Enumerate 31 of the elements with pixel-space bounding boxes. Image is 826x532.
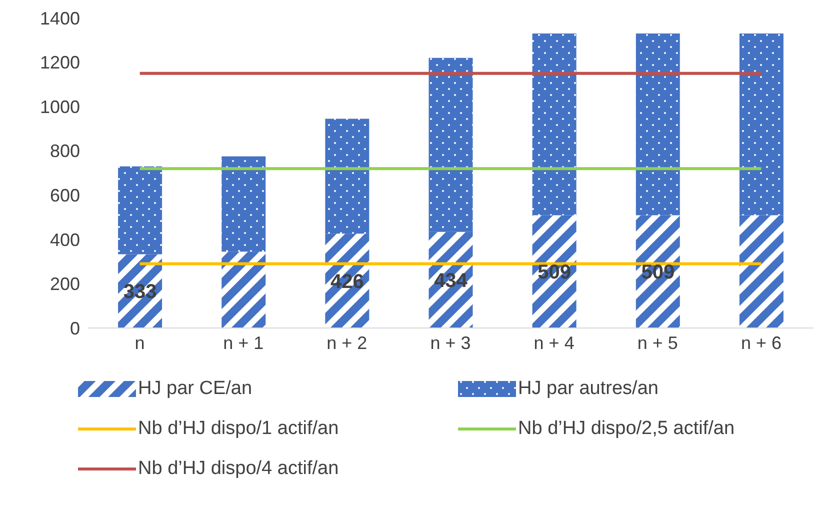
bar: [739, 215, 784, 328]
bar: [325, 118, 370, 234]
x-tick-label: n + 1: [223, 332, 264, 353]
x-tick-label: n + 2: [326, 332, 368, 353]
y-tick-label: 800: [50, 141, 80, 162]
x-tick-label: n + 4: [534, 332, 574, 353]
legend-label: Nb d’HJ dispo/4 actif/an: [138, 458, 339, 480]
bar: [222, 156, 266, 252]
bar: [739, 34, 784, 216]
legend-label: Nb d’HJ dispo/1 actif/an: [138, 418, 339, 440]
bar: [532, 215, 576, 328]
y-tick-label: 1200: [40, 52, 80, 73]
y-tick-label: 400: [50, 230, 80, 250]
legend-label: HJ par autres/an: [518, 378, 658, 400]
y-tick-label: 1400: [40, 8, 80, 28]
legend-label: Nb d’HJ dispo/2,5 actif/an: [518, 418, 735, 440]
legend-label: HJ par CE/an: [138, 378, 252, 400]
bar: [636, 34, 680, 216]
x-tick-label: n: [134, 332, 145, 353]
x-tick-label: n + 6: [740, 332, 782, 353]
y-tick-label: 600: [50, 186, 80, 206]
bar: [532, 34, 576, 216]
y-tick-label: 200: [50, 274, 80, 294]
bar: [118, 166, 162, 254]
bar: [222, 252, 266, 328]
x-tick-label: n + 3: [430, 332, 471, 353]
bar: [636, 215, 680, 328]
y-tick-label: 1000: [40, 96, 80, 117]
bar: [428, 58, 473, 232]
y-tick-label: 0: [70, 318, 80, 338]
x-tick-label: n + 5: [637, 332, 678, 353]
